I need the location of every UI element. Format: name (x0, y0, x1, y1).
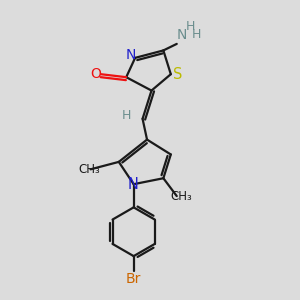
Text: N: N (177, 28, 187, 42)
Text: CH₃: CH₃ (170, 190, 192, 202)
Text: N: N (128, 177, 139, 192)
Text: N: N (125, 48, 136, 62)
Text: S: S (173, 67, 182, 82)
Text: CH₃: CH₃ (78, 163, 100, 176)
Text: O: O (90, 67, 101, 81)
Text: H: H (191, 28, 201, 41)
Text: H: H (185, 20, 195, 33)
Text: H: H (122, 109, 131, 122)
Text: Br: Br (126, 272, 141, 286)
